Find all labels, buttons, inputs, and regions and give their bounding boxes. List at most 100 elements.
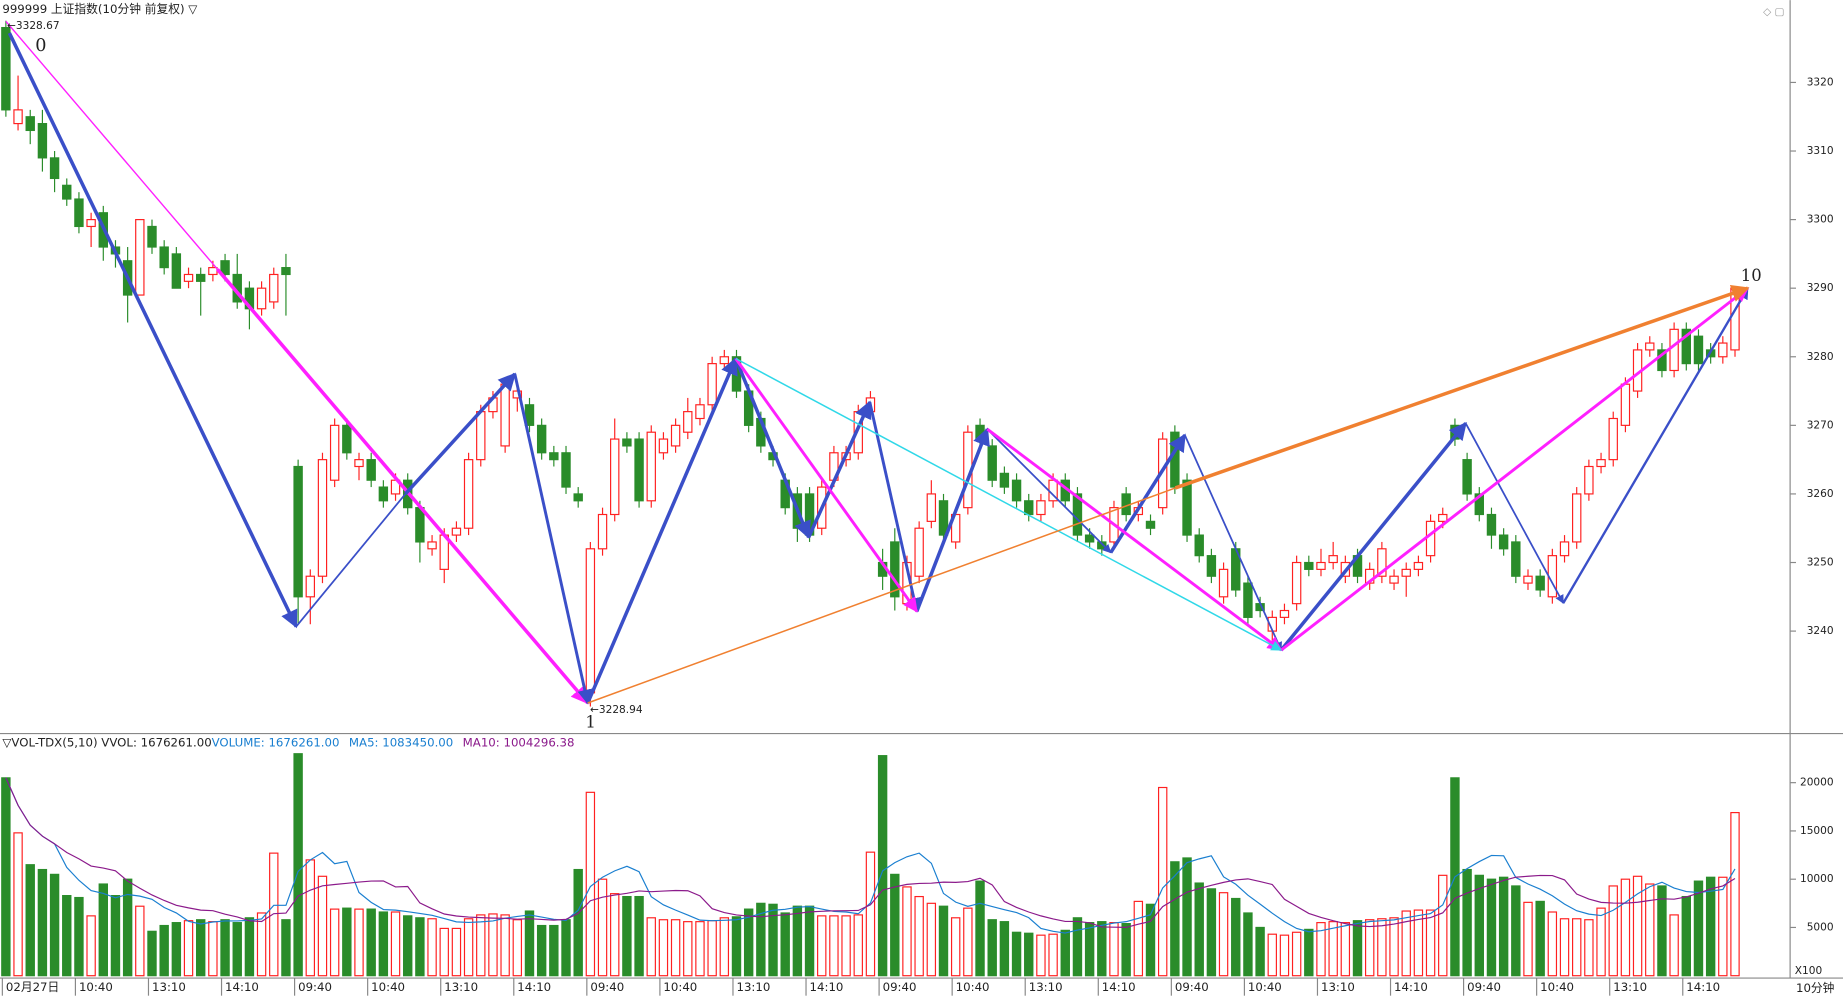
volume-bar <box>926 902 937 977</box>
candle-body <box>1486 513 1497 536</box>
volume-bar <box>804 905 815 977</box>
volume-bar <box>1608 885 1618 977</box>
candle-body <box>451 527 462 536</box>
candle-body <box>342 424 352 454</box>
volume-bar <box>305 859 316 977</box>
candle-body <box>585 548 596 694</box>
volume-bar <box>1364 919 1375 977</box>
x-tick-label: 10:40 <box>371 980 405 994</box>
candle-body <box>220 260 230 276</box>
candle-body <box>415 507 425 543</box>
candle-body <box>1182 479 1192 536</box>
annotation: ←3228.94 <box>590 704 643 716</box>
volume-bar <box>817 915 827 977</box>
volume-bar <box>1036 934 1046 977</box>
trend-line <box>735 357 1283 651</box>
volume-bar <box>658 919 669 977</box>
volume-bar <box>1718 876 1728 977</box>
volume-bar <box>1170 861 1180 977</box>
candle-body <box>707 363 717 406</box>
volume-bar <box>1279 934 1290 977</box>
volume-bar <box>1097 921 1107 977</box>
volume-bar <box>1218 892 1229 977</box>
volume-bar <box>281 919 291 977</box>
volume-bar <box>877 755 888 977</box>
volume-bar <box>37 868 48 977</box>
volume-bar <box>390 911 401 977</box>
candle-body <box>1596 459 1606 468</box>
trend-line <box>734 357 918 613</box>
volume-bar <box>171 922 182 977</box>
candle-body <box>1145 520 1156 529</box>
volume-bar <box>1730 812 1740 977</box>
candle-body <box>1645 342 1655 351</box>
candle-body <box>1462 459 1472 495</box>
volume-bar <box>1255 926 1265 977</box>
trend-line <box>1174 285 1750 490</box>
candle-body <box>549 452 559 461</box>
volume-bar <box>1438 874 1448 977</box>
volume-bar <box>719 917 730 977</box>
volume-bar <box>1316 922 1326 977</box>
candle-body <box>1328 555 1338 564</box>
x-tick-label: 09:40 <box>883 980 917 994</box>
volume-bar <box>451 927 462 977</box>
trend-line <box>587 487 1176 704</box>
volume-bar <box>1693 880 1704 977</box>
volume-bar <box>1681 895 1691 977</box>
y-tick-label: 5000 <box>1807 921 1834 933</box>
volume-bar <box>1121 922 1131 977</box>
y-tick-label: 3240 <box>1807 625 1834 637</box>
candle-body <box>561 452 571 488</box>
candle-body <box>1170 431 1180 488</box>
volume-bar <box>1498 876 1509 977</box>
candle-body <box>622 438 632 447</box>
volume-bar <box>25 864 35 977</box>
volume-bar <box>999 921 1010 977</box>
candle-body <box>646 431 656 502</box>
x-tick-label: 14:10 <box>810 980 844 994</box>
volume-bar <box>1377 918 1387 977</box>
unit-label: X100 <box>1795 965 1823 977</box>
annotation: 10 <box>1741 266 1762 285</box>
x-tick-label: 09:40 <box>590 980 624 994</box>
x-tick-label: 14:10 <box>1394 980 1428 994</box>
candle-body <box>208 267 218 276</box>
y-tick-label: 3260 <box>1807 488 1834 500</box>
candle-body <box>573 493 583 502</box>
candle-body <box>914 527 924 577</box>
y-tick-label: 3290 <box>1807 282 1834 294</box>
trend-line <box>1279 421 1468 652</box>
volume-bar <box>1596 907 1606 977</box>
volume-bar <box>1389 917 1399 977</box>
volume-bar <box>1328 921 1338 977</box>
volume-bar <box>1182 857 1192 977</box>
candle-body <box>317 459 328 577</box>
candle-body <box>329 424 340 481</box>
volume-bar <box>597 878 608 977</box>
candle-body <box>256 287 267 310</box>
candle-body <box>1608 417 1618 461</box>
x-tick-label: 14:10 <box>225 980 259 994</box>
volume-bar <box>98 883 108 977</box>
volume-bar <box>62 895 72 977</box>
candle-body <box>1316 561 1326 570</box>
volume-bar <box>792 905 803 977</box>
volume-bar <box>403 915 413 977</box>
candle-body <box>1498 534 1509 550</box>
candle-body <box>171 253 182 289</box>
volume-bar <box>1474 874 1484 977</box>
y-tick-label: 3280 <box>1807 351 1834 363</box>
volume-bar <box>1559 918 1570 977</box>
candle-body <box>1657 349 1667 372</box>
volume-bar <box>1523 901 1533 977</box>
volume-bar <box>1620 878 1631 977</box>
volume-bar <box>768 903 778 977</box>
volume-bar <box>1194 882 1204 977</box>
candle-body <box>1535 575 1545 591</box>
x-tick-label: 10:40 <box>956 980 990 994</box>
x-tick-label: 13:10 <box>1613 980 1647 994</box>
candle-body <box>1024 500 1034 516</box>
toolbar-icon[interactable]: ◇ ▢ <box>1763 6 1784 18</box>
